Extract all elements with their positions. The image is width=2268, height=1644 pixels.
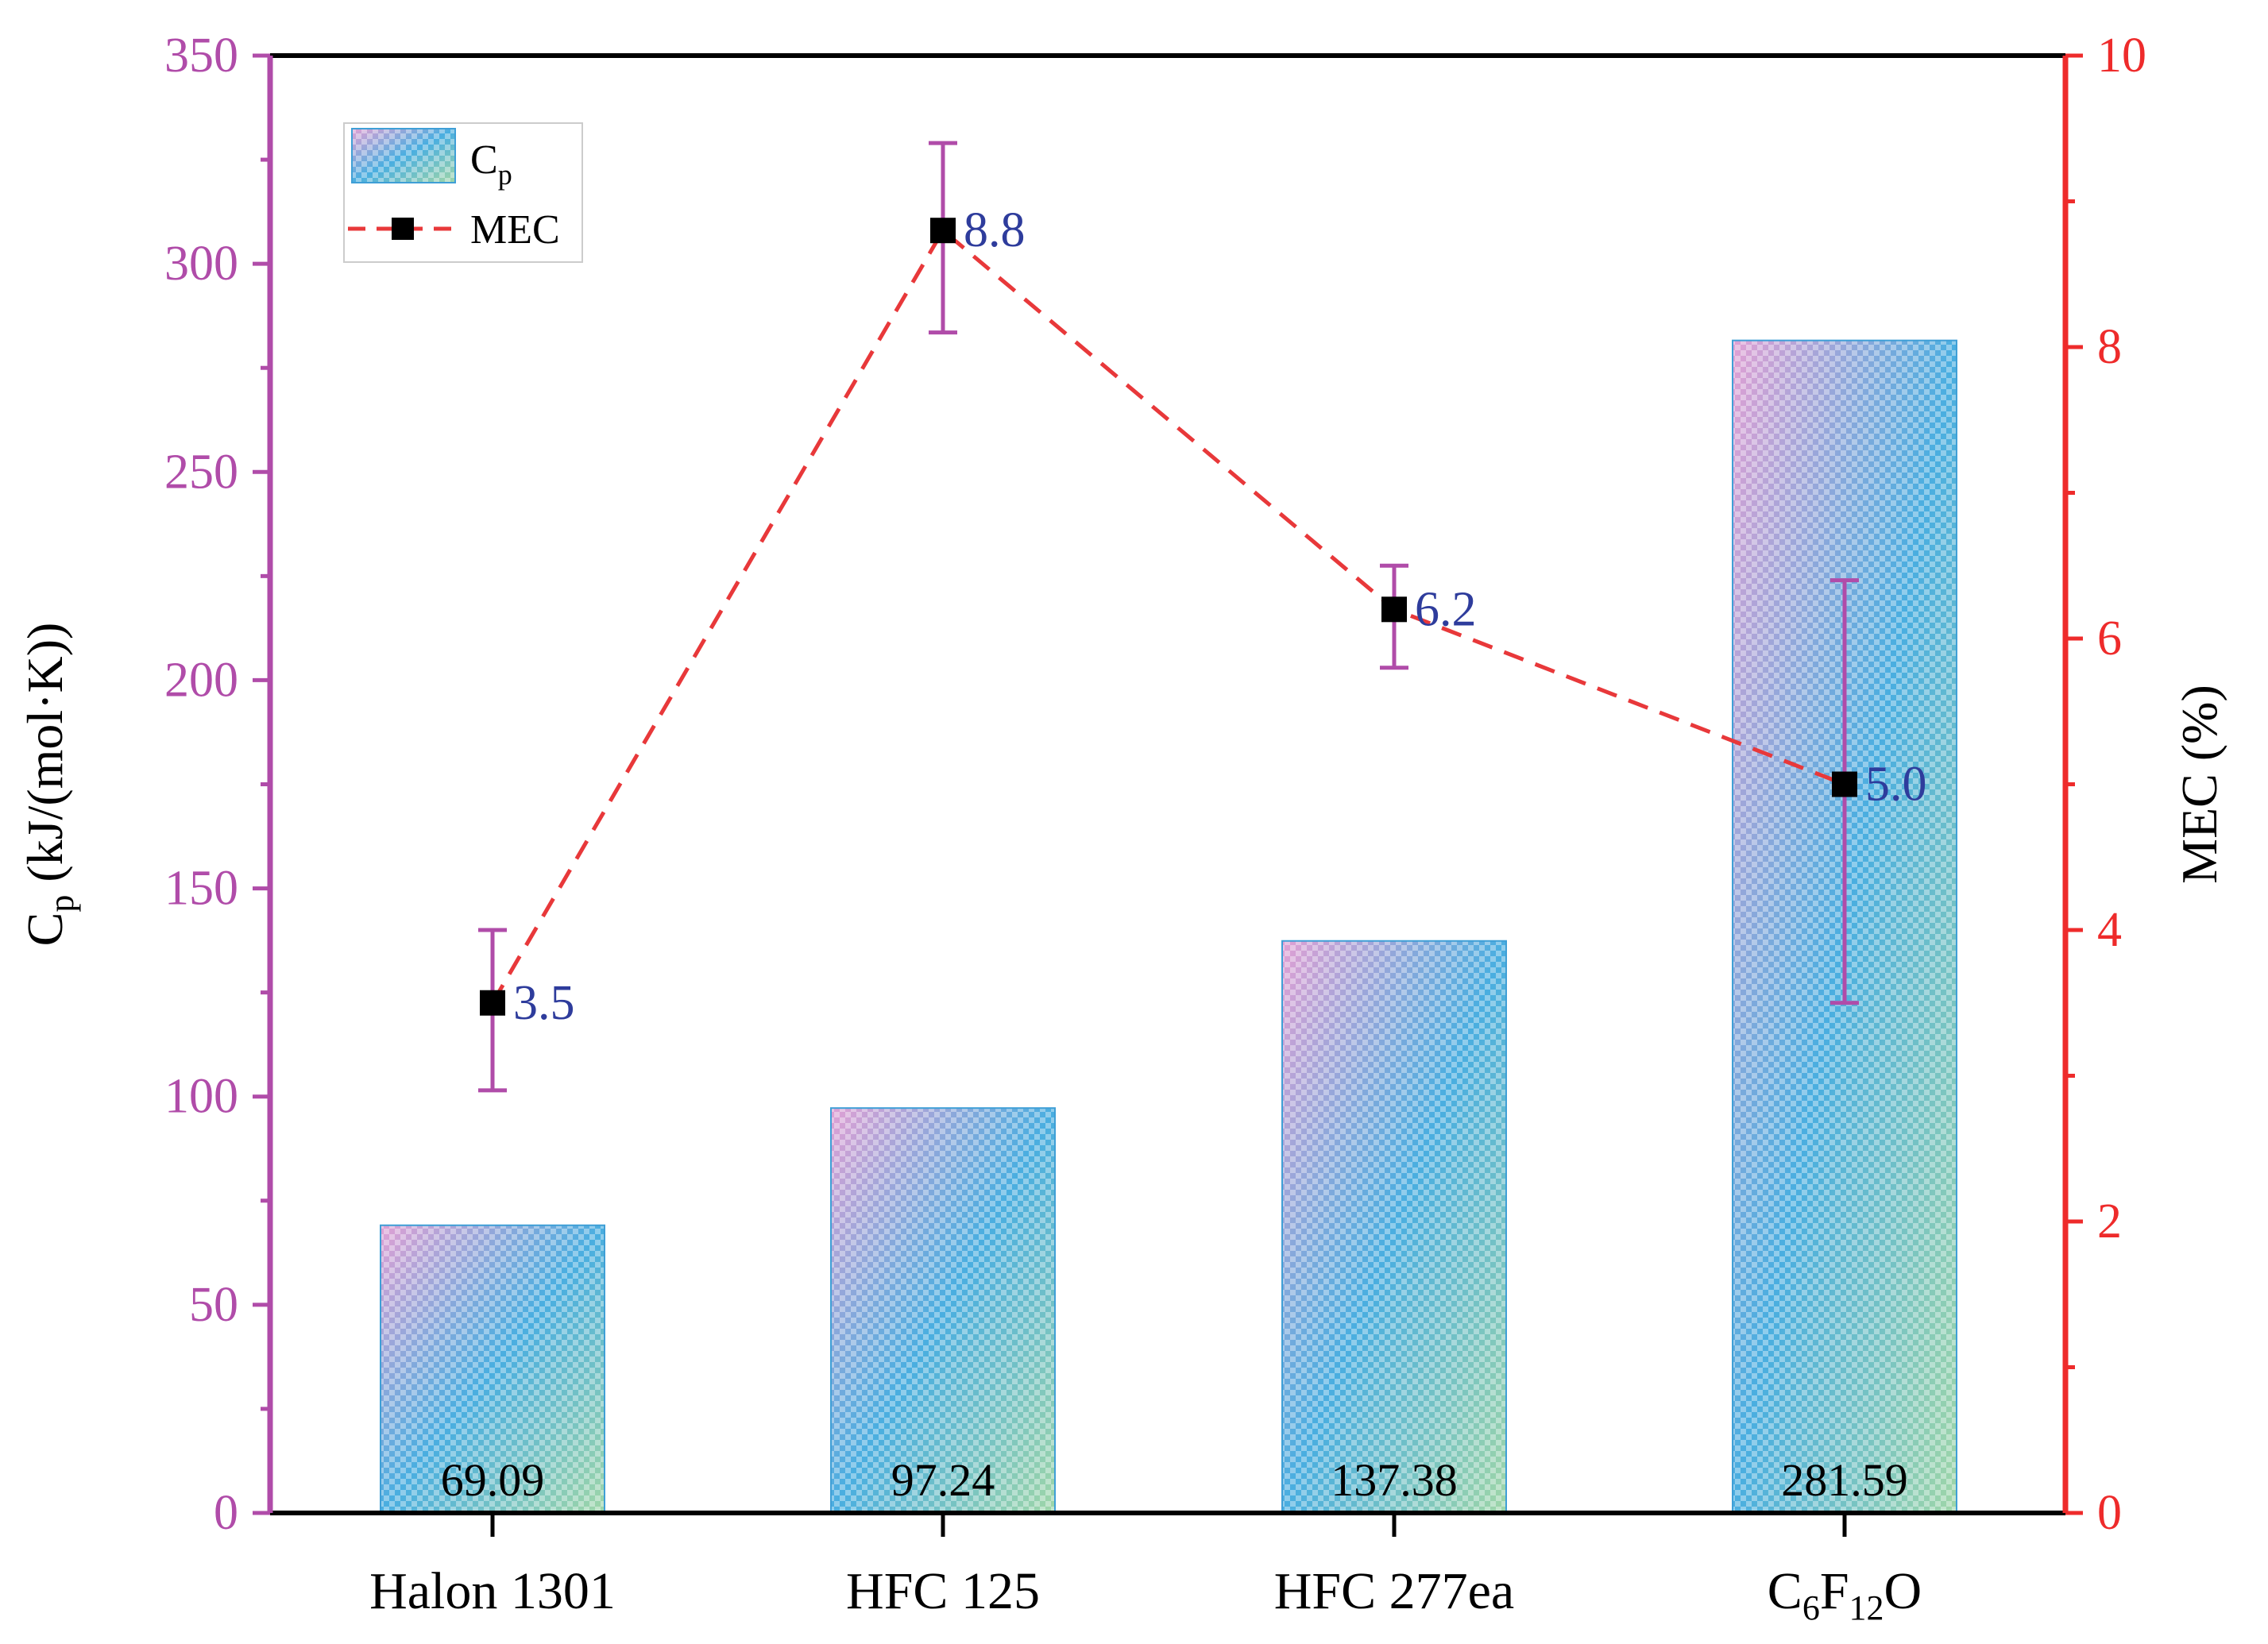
mec-marker <box>1381 596 1407 623</box>
cp-bar-group: 97.24 <box>830 1107 1056 1514</box>
mec-marker <box>930 218 956 244</box>
left-tick-label: 350 <box>164 29 238 83</box>
legend-cp-swatch-texture <box>351 128 456 183</box>
bars: 69.09 97.24 137.38 281.59 <box>380 339 1957 1515</box>
left-axis-title: Cp (kJ/(mol·K)) <box>17 623 81 947</box>
mec-line <box>490 227 1845 1005</box>
cp-bar-value-label: 69.09 <box>441 1454 545 1506</box>
left-tick-label: 0 <box>214 1486 238 1540</box>
mec-marker <box>1832 771 1857 797</box>
legend-mec-label: MEC <box>470 207 560 253</box>
mec-point-group: 5.0 <box>1830 578 1927 1005</box>
mec-value-label: 5.0 <box>1865 758 1927 812</box>
x-tick-label: HFC 125 <box>846 1562 1040 1620</box>
left-tick-label: 200 <box>164 653 238 707</box>
mec-series: 3.5 8.8 6.2 5.0 <box>478 141 1927 1093</box>
left-tick-label: 250 <box>164 445 238 499</box>
legend-mec-marker <box>392 218 414 240</box>
mec-point-group: 3.5 <box>478 928 575 1093</box>
left-tick-label: 300 <box>164 237 238 291</box>
right-tick-label: 2 <box>2097 1194 2122 1248</box>
right-tick-label: 6 <box>2097 612 2122 666</box>
mec-marker <box>480 990 505 1016</box>
cp-bar-value-label: 97.24 <box>891 1454 995 1506</box>
mec-point-group: 6.2 <box>1380 563 1477 670</box>
left-tick-label: 150 <box>164 862 238 916</box>
cp-bar-value-label: 281.59 <box>1781 1454 1908 1506</box>
x-tick-label: HFC 277ea <box>1274 1562 1514 1620</box>
right-tick-label: 0 <box>2097 1486 2122 1540</box>
cp-bar-texture <box>830 1107 1056 1514</box>
right-axis-title: MEC (%) <box>2171 685 2227 884</box>
right-tick-label: 4 <box>2097 903 2122 957</box>
axes: 0 50 100 150 200 250 300 350 Cp (kJ/(mol·K)) 0 2 4 6… <box>17 29 2227 1627</box>
legend-cp-label: Cp <box>470 137 512 191</box>
mec-point-group: 8.8 <box>929 141 1026 335</box>
right-tick-label: 8 <box>2097 320 2122 374</box>
cp-bar-group: 69.09 <box>380 1224 605 1514</box>
x-tick-label: C6F12O <box>1768 1562 1922 1627</box>
cp-bar-group: 137.38 <box>1281 940 1507 1515</box>
cp-bar-texture <box>380 1224 605 1514</box>
mec-value-label: 6.2 <box>1415 582 1477 636</box>
mec-value-label: 8.8 <box>964 203 1026 257</box>
legend: Cp MEC <box>343 122 583 263</box>
left-tick-label: 100 <box>164 1070 238 1124</box>
cp-bar-value-label: 137.38 <box>1331 1454 1458 1506</box>
right-tick-label: 10 <box>2097 29 2146 83</box>
cp-bar-texture <box>1281 940 1507 1515</box>
left-tick-label: 50 <box>189 1278 238 1332</box>
mec-value-label: 3.5 <box>513 976 575 1030</box>
x-tick-label: Halon 1301 <box>369 1562 616 1620</box>
